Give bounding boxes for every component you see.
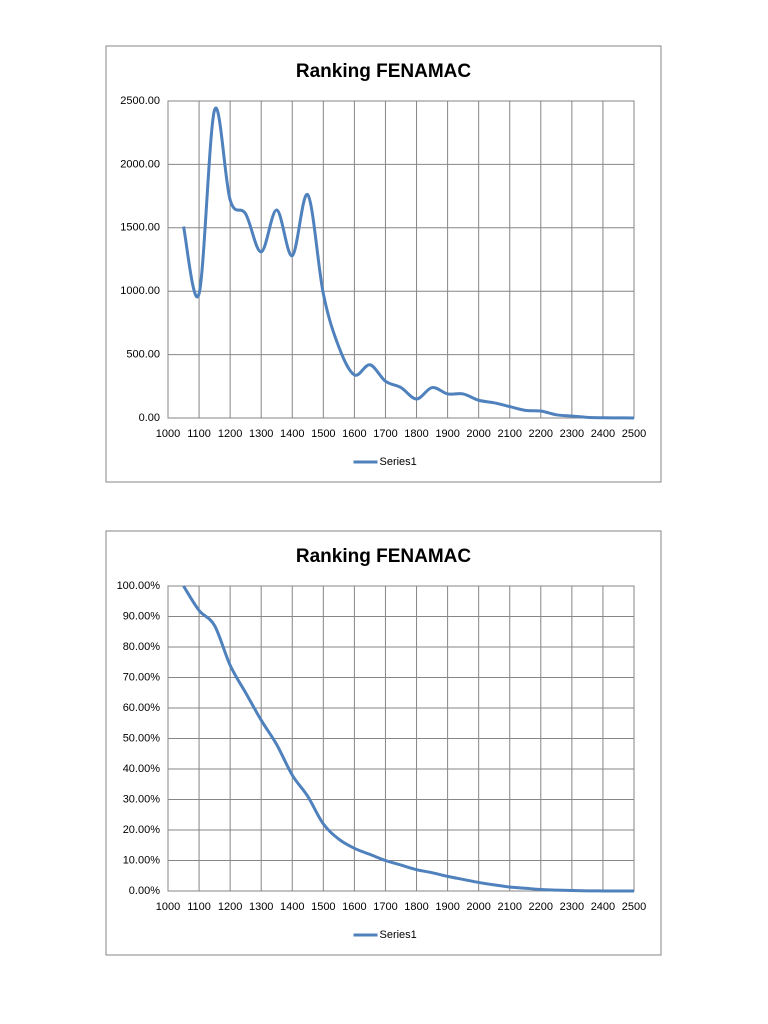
x-tick-label: 1600 — [342, 901, 366, 913]
chart-frame — [105, 530, 662, 956]
y-tick-label: 0.00 — [139, 412, 160, 424]
x-tick-label: 1000 — [156, 901, 180, 913]
y-tick-label: 30.00% — [123, 793, 161, 805]
x-tick-label: 2400 — [591, 428, 615, 440]
y-tick-label: 2000.00 — [120, 158, 160, 170]
x-tick-label: 2000 — [466, 901, 490, 913]
y-tick-label: 100.00% — [117, 580, 161, 592]
x-tick-label: 2100 — [497, 901, 521, 913]
y-tick-label: 60.00% — [123, 702, 161, 714]
plot-area — [167, 585, 635, 892]
x-tick-label: 2200 — [529, 428, 553, 440]
x-tick-label: 1100 — [187, 428, 211, 440]
x-tick-label: 2000 — [466, 428, 490, 440]
y-tick-label: 2500.00 — [120, 95, 160, 107]
x-tick-label: 1400 — [280, 428, 304, 440]
x-tick-label: 2100 — [497, 428, 521, 440]
x-tick-label: 1100 — [187, 901, 211, 913]
x-tick-label: 1300 — [249, 901, 273, 913]
x-tick-label: 1300 — [249, 428, 273, 440]
y-tick-label: 1000.00 — [120, 285, 160, 297]
x-tick-label: 1700 — [373, 428, 397, 440]
x-tick-label: 1800 — [404, 901, 428, 913]
chart-title: Ranking FENAMAC — [296, 546, 472, 567]
x-tick-label: 1500 — [311, 428, 335, 440]
x-tick-label: 2500 — [622, 901, 646, 913]
data-line — [182, 585, 635, 893]
x-tick-label: 1400 — [280, 901, 304, 913]
y-tick-label: 50.00% — [123, 732, 161, 744]
x-tick-label: 1500 — [311, 901, 335, 913]
legend-label: Series1 — [380, 456, 417, 468]
y-tick-label: 80.00% — [123, 641, 161, 653]
y-tick-label: 10.00% — [123, 854, 161, 866]
x-tick-label: 2300 — [560, 428, 584, 440]
legend-label: Series1 — [380, 929, 417, 941]
x-tick-label: 2300 — [560, 901, 584, 913]
y-tick-label: 90.00% — [123, 610, 161, 622]
y-tick-label: 70.00% — [123, 671, 161, 683]
y-tick-label: 0.00% — [129, 885, 160, 897]
x-tick-label: 1200 — [218, 901, 242, 913]
chart-title: Ranking FENAMAC — [296, 61, 472, 82]
x-tick-label: 2500 — [622, 428, 646, 440]
x-tick-label: 1000 — [156, 428, 180, 440]
x-tick-label: 2200 — [529, 901, 553, 913]
y-tick-label: 40.00% — [123, 763, 161, 775]
chart-frame — [105, 45, 662, 483]
x-tick-label: 1200 — [218, 428, 242, 440]
x-tick-label: 2400 — [591, 901, 615, 913]
y-tick-label: 500.00 — [126, 349, 160, 361]
plot-area — [167, 100, 635, 419]
data-line — [182, 106, 635, 420]
x-tick-label: 1700 — [373, 901, 397, 913]
x-tick-label: 1900 — [435, 428, 459, 440]
x-tick-label: 1600 — [342, 428, 366, 440]
x-tick-label: 1800 — [404, 428, 428, 440]
y-tick-label: 20.00% — [123, 824, 161, 836]
y-tick-label: 1500.00 — [120, 222, 160, 234]
x-tick-label: 1900 — [435, 901, 459, 913]
